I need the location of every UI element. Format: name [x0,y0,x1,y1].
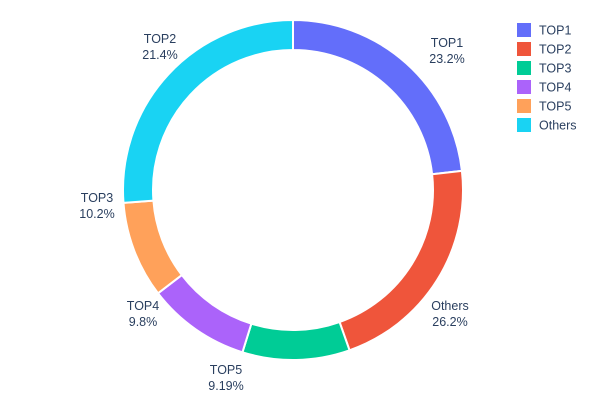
legend-label: TOP3 [539,61,571,75]
slice-label-name: TOP1 [431,36,463,50]
legend-label: TOP5 [539,99,571,113]
slice-label-top5: TOP5 9.19% [208,363,243,393]
legend-item-others[interactable]: Others [517,118,577,132]
legend-item-top5[interactable]: TOP5 [517,99,571,113]
legend-swatch-icon [517,61,531,75]
slice-label-name: Others [431,299,469,313]
pie-slice-others[interactable] [122,18,294,204]
legend-item-top2[interactable]: TOP2 [517,42,571,56]
legend-item-top1[interactable]: TOP1 [517,23,571,37]
legend-item-top4[interactable]: TOP4 [517,80,571,94]
slice-label-value: 23.2% [429,52,464,66]
legend-label: TOP4 [539,80,571,94]
slice-label-value: 21.4% [142,48,177,62]
slice-label-value: 9.19% [208,379,243,393]
legend-label: TOP1 [539,23,571,37]
slice-annotations: TOP1 23.2% TOP2 21.4% TOP3 10.2% TOP4 9.8% TOP5 9… [79,32,468,393]
slice-label-top1: TOP1 23.2% [429,36,464,66]
slice-label-name: TOP2 [144,32,176,46]
slice-label-value: 9.8% [129,315,158,329]
slice-label-name: TOP3 [81,191,113,205]
legend[interactable]: TOP1 TOP2 TOP3 TOP4 TOP5 Others [517,23,577,132]
pie-slices [122,18,464,361]
legend-swatch-icon [517,80,531,94]
legend-label: TOP2 [539,42,571,56]
legend-item-top3[interactable]: TOP3 [517,61,571,75]
legend-swatch-icon [517,23,531,37]
slice-label-value: 26.2% [432,315,467,329]
legend-swatch-icon [517,118,531,132]
slice-label-name: TOP4 [127,299,159,313]
slice-label-others: Others 26.2% [431,299,469,329]
slice-label-top2: TOP2 21.4% [142,32,177,62]
slice-label-name: TOP5 [210,363,242,377]
slice-label-top3: TOP3 10.2% [79,191,114,221]
slice-label-value: 10.2% [79,207,114,221]
slice-label-top4: TOP4 9.8% [127,299,159,329]
legend-label: Others [539,118,577,132]
legend-swatch-icon [517,42,531,56]
legend-swatch-icon [517,99,531,113]
